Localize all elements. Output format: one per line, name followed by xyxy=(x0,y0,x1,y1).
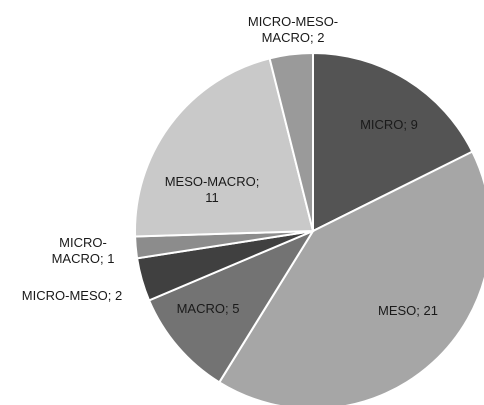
pie-label-micro-meso: MICRO-MESO; 2 xyxy=(22,288,122,303)
pie-label-meso-macro: MESO-MACRO; 11 xyxy=(165,174,260,205)
pie-labels: MICRO; 9 MESO; 21 MACRO; 5 MICRO-MESO; 2 MIC… xyxy=(22,14,438,318)
pie-slice-meso xyxy=(217,150,484,405)
pie-label-macro: MACRO; 5 xyxy=(177,301,240,316)
pie-slice-meso-macro xyxy=(134,57,315,238)
pie-slice-micro-meso-macro xyxy=(268,51,314,232)
pie-label-micro-macro: MICRO-MACRO; 1 xyxy=(52,235,115,266)
pie-label-micro: MICRO; 9 xyxy=(360,117,418,132)
pie-slice-macro xyxy=(147,228,316,384)
pie-label-meso: MESO; 21 xyxy=(378,303,438,318)
pie-slice-micro xyxy=(312,51,474,233)
pie-label-micro-meso-macro: MICRO-MESO-MACRO; 2 xyxy=(248,14,338,45)
pie-slices xyxy=(134,51,484,405)
